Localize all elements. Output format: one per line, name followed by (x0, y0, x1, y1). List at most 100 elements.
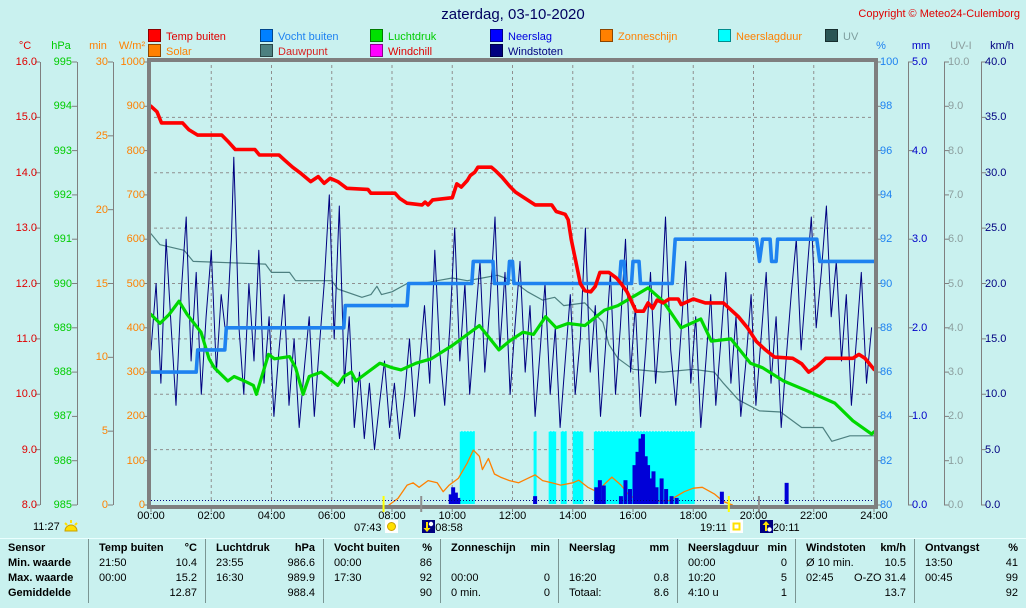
axis-tick-label: 30.0 (985, 166, 1007, 179)
table-cell-time: 16:20 (569, 572, 597, 584)
table-cell-value: 988.4 (287, 587, 315, 599)
legend-item: Vocht buiten (260, 29, 339, 43)
axis-tick-label: 400 (126, 321, 145, 334)
table-column-header: Neerslag mm (559, 541, 677, 556)
axis-tick-label: 2.0 (948, 410, 964, 423)
x-axis-tick-label: 14:00 (558, 510, 587, 522)
table-row: 00:00 15.2 (89, 571, 205, 586)
table-column-name: Windstoten (806, 542, 866, 554)
table-cell-time: 00:45 (925, 572, 953, 584)
axis-tick-label: 994 (53, 100, 72, 113)
axis-tick-label: 988 (53, 366, 72, 379)
legend-item: Windchill (370, 44, 433, 58)
table-cell-time: 4:10 u (688, 587, 719, 599)
legend-item: Dauwpunt (260, 44, 328, 58)
axis-unit-label: min (89, 40, 107, 52)
table-column-header: Ontvangst% (915, 541, 1026, 556)
table-cell-value: 0.8 (653, 572, 669, 584)
table-row: 00:45 99 (915, 571, 1026, 586)
axis-tick-label: 13.0 (15, 222, 37, 235)
axis-tick-label: 30 (95, 56, 108, 68)
table-cell-time: 00:00 (99, 572, 127, 584)
legend-swatch-icon (148, 29, 161, 42)
axis-tick-label: 5.0 (912, 56, 928, 68)
table-row: 13.7 (796, 586, 914, 601)
table-cell-time: Totaal: (569, 587, 602, 599)
axis-tick-label: 84 (880, 410, 893, 423)
axis-tick-label: 0.0 (985, 499, 1001, 511)
axis-tick-label: 8.0 (948, 144, 964, 157)
table-column-unit: km/h (880, 542, 906, 554)
axis-tick-label: 92 (880, 233, 893, 246)
axis-tick-label: 98 (880, 100, 893, 113)
axis-tick-label: 10.0 (15, 388, 37, 401)
table-row (559, 556, 677, 571)
legend-label: Zonneschijn (618, 31, 678, 43)
table-sensor-column: Sensor Min. waarde Max. waarde Gemiddelde (0, 539, 88, 603)
table-cell-time: 00:00 (451, 572, 479, 584)
legend-label: Neerslagduur (736, 31, 803, 43)
legend-label: Vocht buiten (278, 31, 339, 43)
axis-unit-label: km/h (990, 40, 1014, 52)
table-column: Luchtdruk hPa 23:55 986.6 16:30 989.9 988.4 (205, 539, 323, 603)
legend-swatch-icon (148, 44, 161, 57)
marker-time: 19:11 (700, 522, 727, 534)
table-column-name: Neerslag (569, 542, 616, 554)
table-column-unit: min (530, 542, 550, 554)
marker-time: 07:43 (353, 522, 382, 534)
table-cell-time: 00:00 (688, 557, 716, 569)
marker-time: 08:58 (435, 522, 463, 534)
legend-label: Neerslag (508, 31, 553, 43)
table-column: Windstoten km/h Ø 10 min. 10.5 02:45 O-ZO 31.… (795, 539, 914, 603)
table-row: 13:50 41 (915, 556, 1026, 571)
axis-tick-label: 15.0 (15, 111, 37, 124)
table-row: 90 (324, 586, 440, 601)
table-cell-value: 5 (780, 572, 787, 584)
table-cell-time: 02:45 (806, 572, 834, 584)
legend-swatch-icon (260, 44, 273, 57)
axis-tick-label: 10.0 (985, 388, 1007, 401)
table-cell-value: 99 (1005, 572, 1018, 584)
axis-tick-label: 989 (53, 321, 72, 334)
legend-label: Luchtdruk (388, 31, 437, 43)
legend-swatch-icon (370, 29, 383, 42)
table-row-label: Gemiddelde (8, 587, 71, 599)
axis-tick-label: 25.0 (985, 222, 1007, 235)
table-column: Ontvangst% 13:50 41 00:45 99 92 (914, 539, 1026, 603)
table-row: 16:30 989.9 (206, 571, 323, 586)
table-column-name: Temp buiten (99, 542, 164, 554)
legend-label: Windchill (388, 46, 433, 58)
axis-tick-label: 3.0 (948, 366, 964, 379)
table-cell-time: 23:55 (216, 557, 244, 569)
table-row: 10:20 5 (678, 571, 795, 586)
table-cell-value: 0 (780, 557, 787, 569)
axis-tick-label: 992 (53, 188, 72, 201)
axis-tick-label: 990 (53, 277, 72, 290)
table-cell-value: 13.7 (884, 587, 906, 599)
table-column-header: Zonneschijn min (441, 541, 558, 556)
x-axis-tick-label: 12:00 (498, 510, 527, 522)
axis-tick-label: 2.0 (912, 321, 928, 334)
table-column-header: Windstoten km/h (796, 541, 914, 556)
axis-tick-label: 100 (880, 56, 899, 68)
axis-tick-label: 1.0 (948, 454, 964, 467)
axis-unit-label: % (876, 40, 886, 52)
x-axis-tick-label: 24:00 (860, 510, 888, 522)
axis-tick-label: 25 (95, 129, 108, 142)
table-column-unit: min (767, 542, 787, 554)
axis-tick-label: 5.0 (948, 277, 964, 290)
table-row: Ø 10 min. 10.5 (796, 556, 914, 571)
table-column: Temp buiten °C 21:50 10.4 00:00 15.2 12.87 (88, 539, 205, 603)
axis-unit-label: W/m² (118, 40, 146, 52)
legend-item: Neerslagduur (718, 29, 803, 43)
axis-tick-label: 500 (126, 277, 145, 290)
axis-tick-label: 985 (53, 499, 72, 511)
table-column-unit: % (422, 542, 432, 554)
axis-tick-label: 5 (101, 425, 108, 438)
axis-tick-label: 991 (53, 233, 72, 246)
table-cell-time: 10:20 (688, 572, 716, 584)
sun-moon-marker: 19:11 (700, 520, 743, 534)
table-row-label: Max. waarde (8, 572, 74, 584)
axis-tick-label: 0.0 (948, 499, 964, 511)
